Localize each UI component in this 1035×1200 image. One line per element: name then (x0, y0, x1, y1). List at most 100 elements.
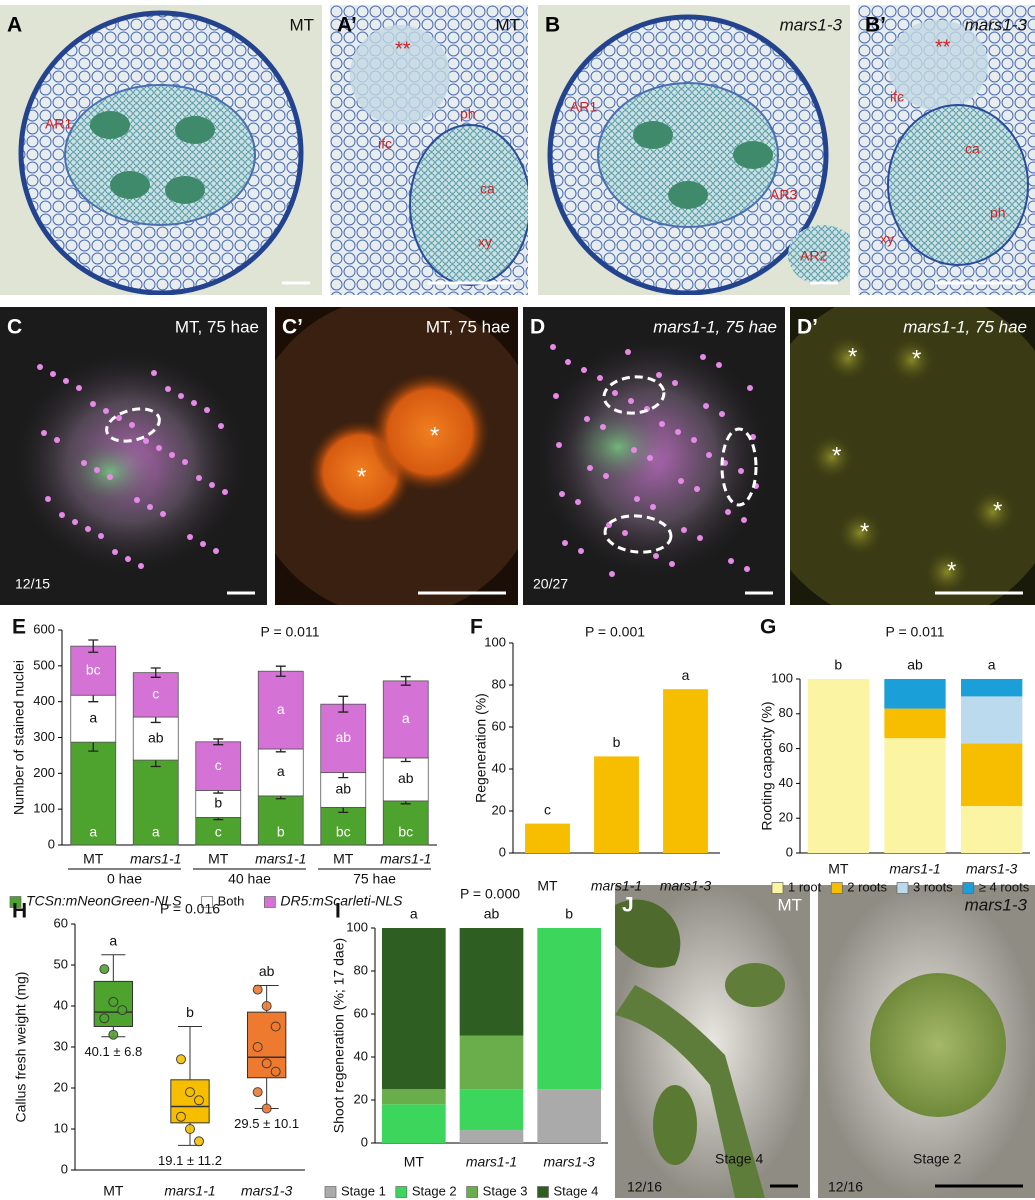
nucleus (76, 385, 82, 391)
legend-swatch (771, 882, 784, 894)
point (252, 984, 263, 995)
tissue (350, 25, 450, 125)
letter: a (988, 657, 996, 673)
y-tick-label: 20 (779, 810, 793, 825)
nucleus (659, 421, 665, 427)
letter: a (410, 906, 418, 922)
legend-label: 2 roots (847, 879, 887, 894)
nucleus (575, 499, 581, 505)
nucleus (556, 442, 562, 448)
photo-annotation: Stage 4 (715, 1151, 763, 1167)
photo-caption: mars1-3 (965, 15, 1028, 34)
leaf (653, 1085, 697, 1165)
x-tick-label: MT (83, 851, 104, 867)
legend-label: Stage 1 (341, 1183, 386, 1198)
photo-annotation: xy (478, 234, 492, 250)
nucleus (578, 548, 584, 554)
nucleus (747, 385, 753, 391)
nucleus (634, 496, 640, 502)
panel-label: G (760, 616, 776, 639)
y-tick-label: 500 (33, 657, 55, 672)
tissue (887, 104, 1029, 266)
bar-segment (961, 696, 1023, 744)
p-value: P = 0.011 (885, 624, 944, 640)
photo-annotation: AR1 (570, 99, 597, 115)
p-value: P = 0.016 (160, 901, 220, 917)
nucleus (669, 561, 675, 567)
stele (64, 84, 256, 226)
bar-segment (884, 738, 946, 853)
bar-segment (884, 679, 946, 709)
nucleus (656, 372, 662, 378)
nucleus (600, 424, 606, 430)
box-label: 29.5 ± 10.1 (234, 1116, 299, 1131)
panel-label: E (12, 616, 26, 639)
bar-segment (257, 748, 304, 797)
legend-label: 3 roots (913, 879, 953, 894)
photo: A’ MT ** ifc ph ca xy (330, 5, 528, 295)
nucleus (741, 517, 747, 523)
letter: bc (336, 824, 351, 840)
nucleus (45, 496, 51, 502)
bar-segment (459, 1035, 524, 1090)
panel-label: B’ (865, 14, 886, 37)
nucleus (107, 474, 113, 480)
photo-annotation: 20/27 (533, 576, 568, 592)
group-label: 40 hae (228, 871, 271, 887)
nucleus (169, 452, 175, 458)
point (261, 1103, 272, 1114)
photo: C’ MT, 75 hae * * (275, 307, 518, 605)
nucleus (559, 491, 565, 497)
letter: a (109, 932, 117, 948)
panel-label: D’ (797, 316, 818, 339)
photo-caption: mars1-3 (780, 15, 843, 34)
photo-annotation: AR2 (800, 248, 827, 264)
panel-label: J (622, 894, 634, 917)
bar-segment (195, 817, 242, 846)
tissue (888, 20, 988, 110)
nucleus (222, 489, 228, 495)
p-value: P = 0.001 (585, 624, 645, 640)
photo-caption: MT, 75 hae (175, 317, 259, 336)
point (176, 1111, 186, 1122)
photo-caption: MT (777, 895, 802, 914)
photo-annotation: ca (965, 141, 980, 157)
nucleus (138, 563, 144, 569)
y-tick-label: 0 (499, 844, 506, 859)
xylem (668, 181, 708, 209)
nucleus (628, 398, 634, 404)
glow (969, 488, 1017, 536)
photo-annotation: 12/16 (627, 1179, 662, 1195)
bar-segment (459, 1130, 524, 1143)
point (261, 1058, 272, 1069)
point (185, 1087, 195, 1098)
y-tick-label: 40 (54, 997, 68, 1012)
panel-label: C (7, 316, 22, 339)
y-axis-label: Number of stained nuclei (11, 660, 27, 815)
y-tick-label: 600 (33, 621, 55, 636)
letter: bc (398, 824, 413, 840)
bar-segment (459, 1089, 524, 1131)
nucleus (85, 526, 91, 532)
y-tick-label: 60 (54, 915, 68, 930)
point (270, 1066, 281, 1077)
photo: J MT Stage 4 12/16 (615, 885, 810, 1198)
y-axis-label: Shoot regeneration (%; 17 dae) (331, 938, 347, 1133)
bar-segment (195, 741, 242, 791)
nucleus (182, 459, 188, 465)
letter: bc (86, 661, 101, 677)
letter: ab (398, 770, 414, 786)
letter: c (215, 757, 222, 773)
legend-label: Stage 2 (412, 1183, 457, 1198)
error-bar (275, 665, 286, 677)
nucleus (94, 467, 100, 473)
photo-annotation: * (993, 497, 1002, 524)
letter: a (152, 824, 160, 840)
nucleus (725, 509, 731, 515)
glow (65, 437, 155, 507)
nucleus (59, 512, 65, 518)
photo-annotation: * (848, 343, 857, 370)
x-tick-label: mars1-1 (591, 878, 642, 894)
y-tick-label: 30 (54, 1038, 68, 1053)
